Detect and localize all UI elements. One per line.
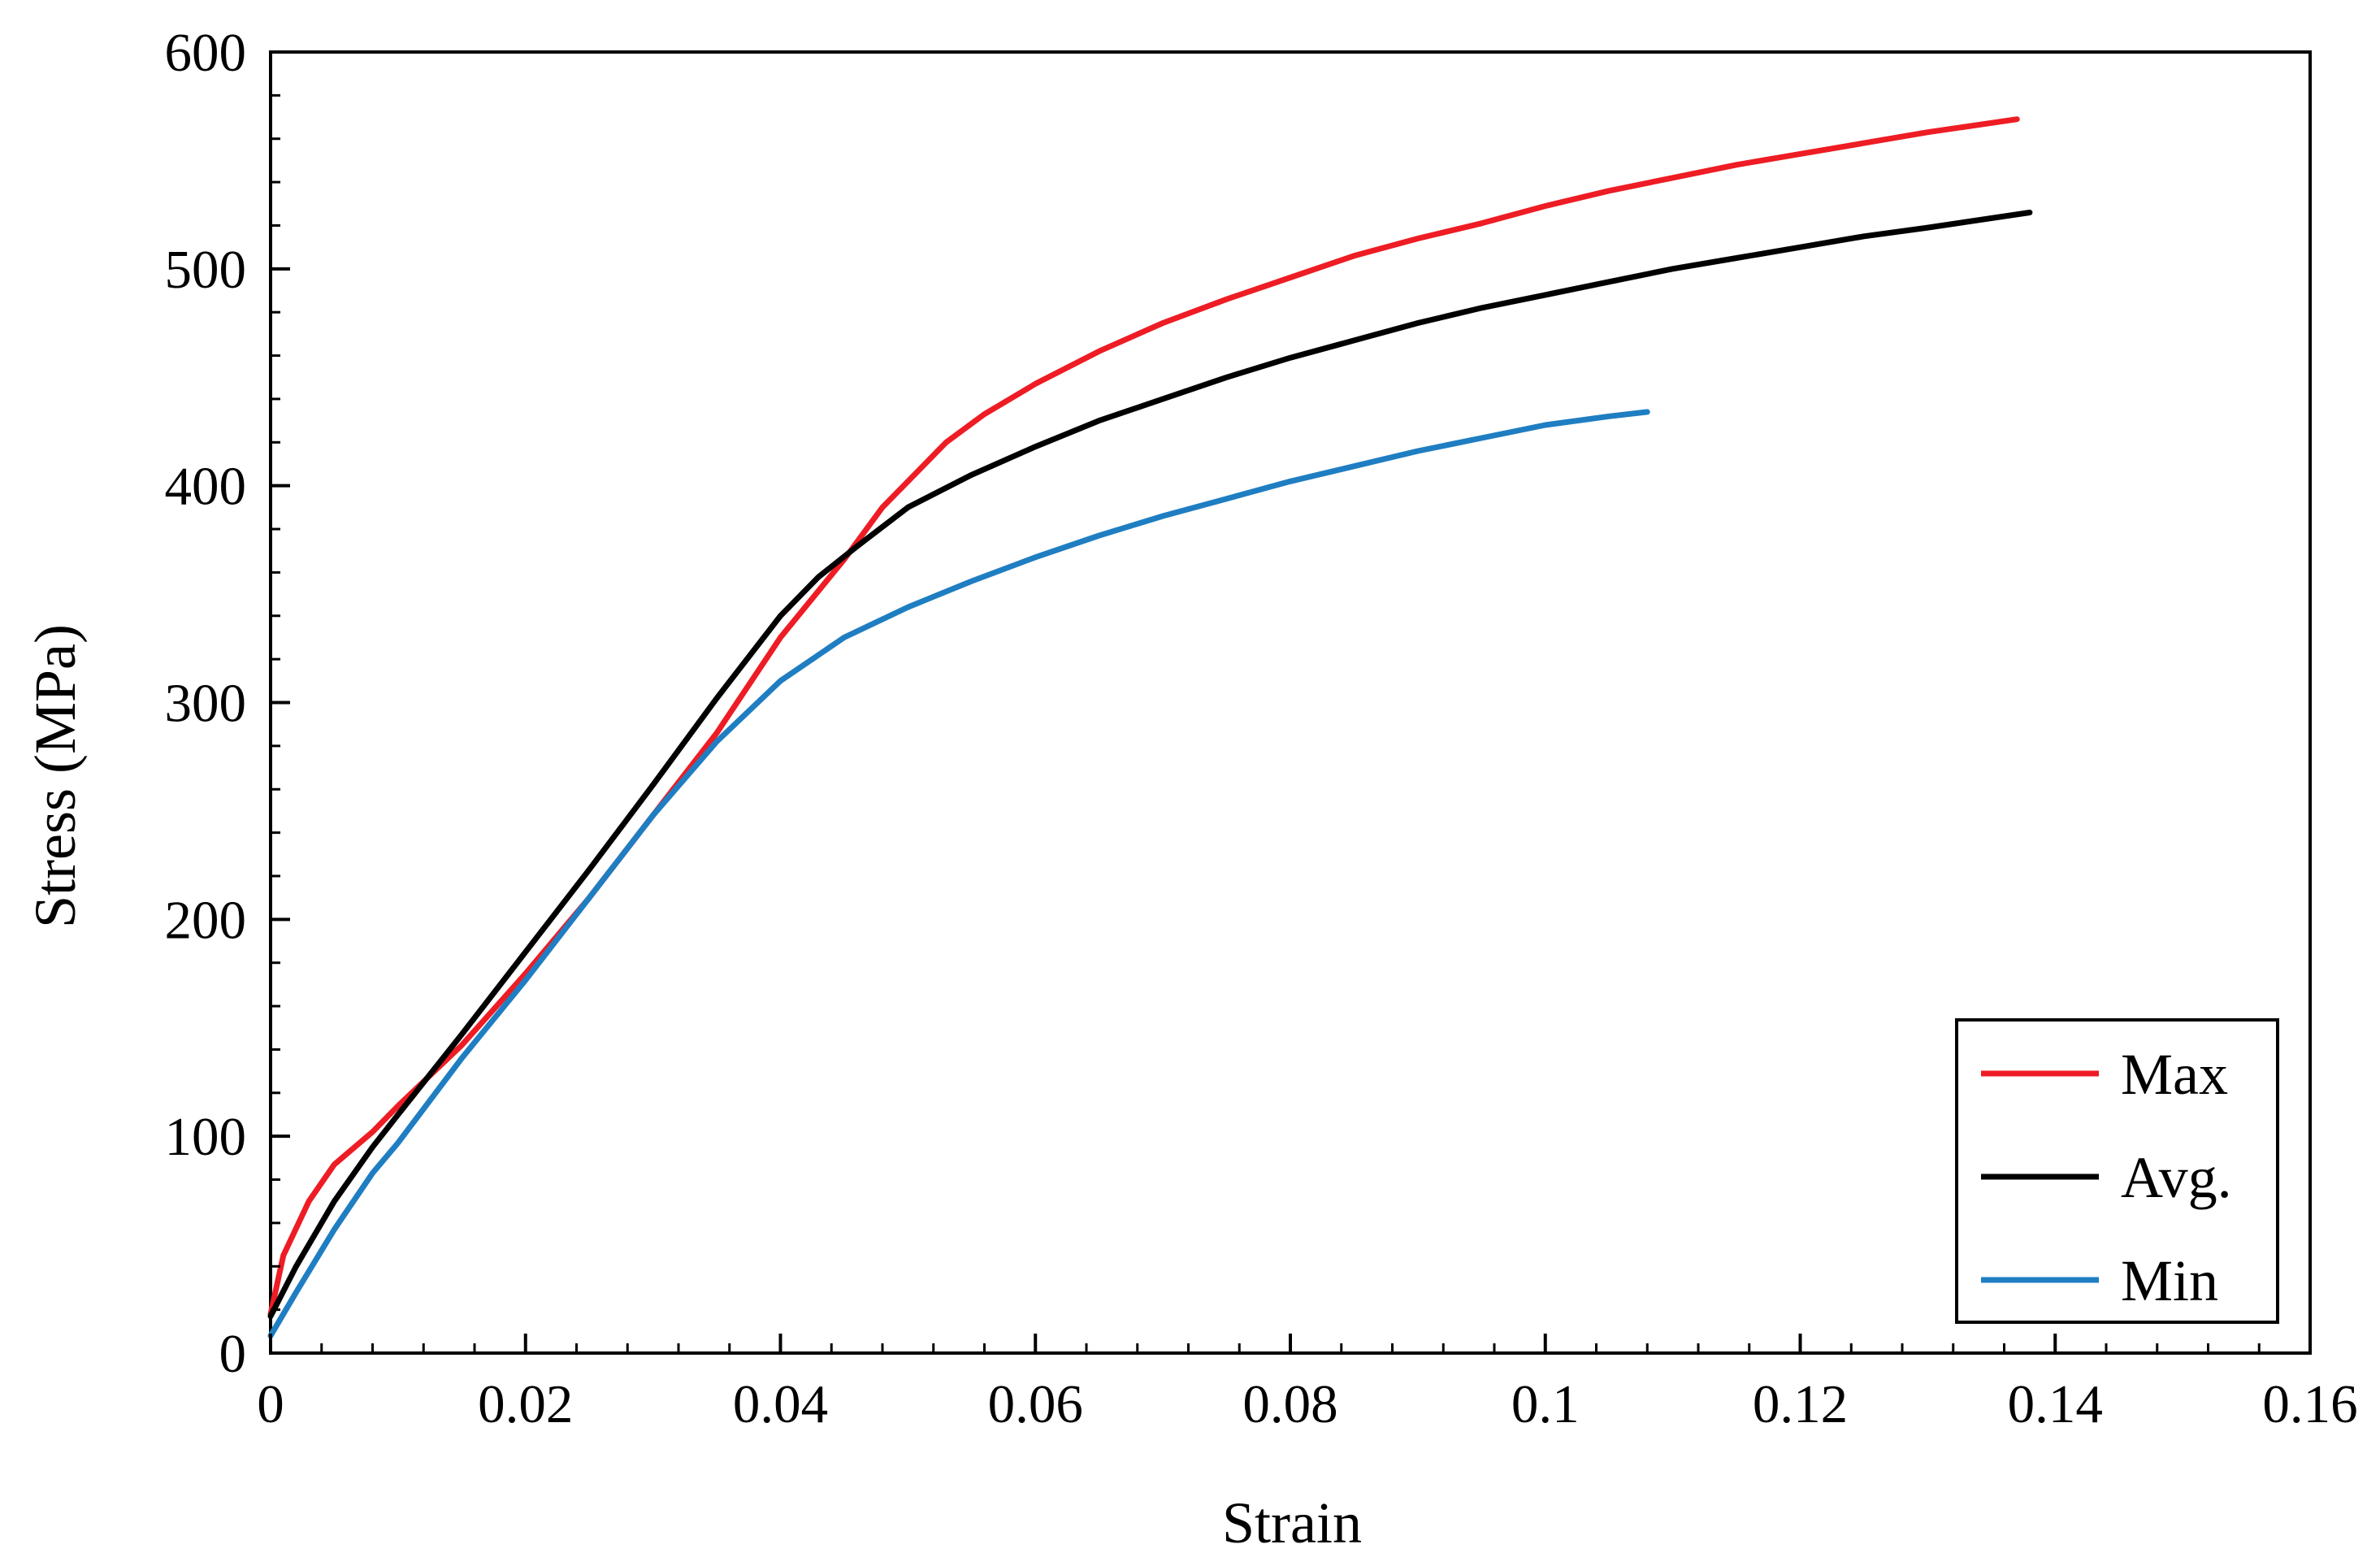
x-tick-label: 0.06 xyxy=(988,1374,1083,1434)
y-tick-label: 100 xyxy=(165,1107,247,1167)
y-tick-label: 500 xyxy=(165,240,247,300)
x-tick-label: 0.14 xyxy=(2008,1374,2103,1434)
legend-label: Avg. xyxy=(2121,1145,2232,1210)
x-tick-label: 0.08 xyxy=(1242,1374,1337,1434)
y-tick-label: 200 xyxy=(165,890,247,950)
legend-label: Max xyxy=(2121,1042,2228,1107)
y-axis-label: Stress (MPa) xyxy=(23,624,88,928)
legend: Max Avg. Min xyxy=(1955,1018,2279,1324)
x-axis-label: Strain xyxy=(1222,1490,1362,1549)
y-tick-label: 0 xyxy=(219,1324,247,1384)
y-tick-label: 600 xyxy=(165,23,247,83)
legend-box xyxy=(1955,1018,2279,1324)
x-tick-label: 0.1 xyxy=(1511,1374,1580,1434)
axes-layer: 0 0.02 0.04 0.06 0.08 0.1 0.12 0.14 0.16 0 100 200 3… xyxy=(165,23,2358,1434)
x-tick-label: 0.12 xyxy=(1753,1374,1848,1434)
x-tick-label: 0.02 xyxy=(478,1374,573,1434)
x-tick-label: 0.16 xyxy=(2262,1374,2357,1434)
series-line-avg xyxy=(267,210,2033,1320)
y-tick-label: 300 xyxy=(165,674,247,734)
y-tick-label: 400 xyxy=(165,457,247,517)
x-tick-label: 0 xyxy=(257,1374,284,1434)
series-line-min xyxy=(267,409,1650,1339)
x-tick-label: 0.04 xyxy=(733,1374,828,1434)
series-layer xyxy=(267,116,2033,1339)
legend-label: Min xyxy=(2121,1248,2218,1313)
